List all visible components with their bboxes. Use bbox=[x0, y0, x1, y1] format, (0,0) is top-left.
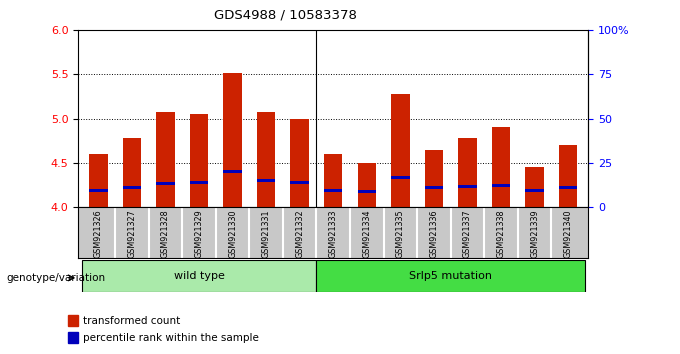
Bar bbox=[82, 260, 316, 292]
Bar bbox=[290, 181, 309, 184]
Bar bbox=[223, 170, 242, 173]
Bar bbox=[68, 315, 78, 326]
Text: GSM921326: GSM921326 bbox=[94, 210, 103, 258]
Text: GSM921336: GSM921336 bbox=[429, 210, 439, 258]
Bar bbox=[424, 186, 443, 189]
Bar bbox=[424, 149, 443, 207]
Bar bbox=[559, 145, 577, 207]
Text: GSM921332: GSM921332 bbox=[295, 210, 304, 258]
Text: GSM921334: GSM921334 bbox=[362, 210, 371, 258]
Bar bbox=[190, 114, 208, 207]
Bar bbox=[257, 179, 275, 182]
Bar bbox=[89, 189, 107, 192]
Text: GSM921331: GSM921331 bbox=[262, 210, 271, 258]
Bar bbox=[458, 185, 477, 188]
Text: wild type: wild type bbox=[173, 271, 224, 281]
Bar bbox=[190, 181, 208, 184]
Bar bbox=[257, 113, 275, 207]
Bar bbox=[559, 186, 577, 189]
Bar bbox=[358, 163, 376, 207]
Text: GSM921328: GSM921328 bbox=[161, 210, 170, 258]
Text: GSM921333: GSM921333 bbox=[328, 210, 338, 258]
Text: GSM921335: GSM921335 bbox=[396, 210, 405, 258]
Text: genotype/variation: genotype/variation bbox=[7, 273, 106, 283]
Text: GDS4988 / 10583378: GDS4988 / 10583378 bbox=[214, 9, 357, 22]
Bar bbox=[324, 189, 343, 192]
Text: GSM921327: GSM921327 bbox=[127, 210, 137, 258]
Text: Srlp5 mutation: Srlp5 mutation bbox=[409, 271, 492, 281]
Bar bbox=[525, 189, 544, 192]
Bar bbox=[391, 94, 409, 207]
Bar bbox=[156, 182, 175, 185]
Text: GSM921338: GSM921338 bbox=[496, 210, 505, 258]
Bar bbox=[89, 154, 107, 207]
Bar bbox=[223, 73, 242, 207]
Text: GSM921339: GSM921339 bbox=[530, 210, 539, 258]
Bar bbox=[492, 184, 510, 187]
Text: GSM921337: GSM921337 bbox=[463, 210, 472, 258]
Bar bbox=[324, 154, 343, 207]
Text: GSM921329: GSM921329 bbox=[194, 210, 203, 258]
Text: transformed count: transformed count bbox=[83, 316, 180, 326]
Bar bbox=[492, 127, 510, 207]
Text: percentile rank within the sample: percentile rank within the sample bbox=[83, 333, 258, 343]
Bar bbox=[391, 176, 409, 179]
Text: GSM921330: GSM921330 bbox=[228, 210, 237, 258]
Bar bbox=[358, 190, 376, 193]
Bar bbox=[122, 138, 141, 207]
Bar bbox=[156, 112, 175, 207]
Text: GSM921340: GSM921340 bbox=[564, 210, 573, 258]
Bar bbox=[290, 119, 309, 207]
Bar bbox=[316, 260, 585, 292]
Bar bbox=[122, 186, 141, 189]
Bar bbox=[68, 332, 78, 343]
Bar bbox=[458, 138, 477, 207]
Bar bbox=[525, 167, 544, 207]
